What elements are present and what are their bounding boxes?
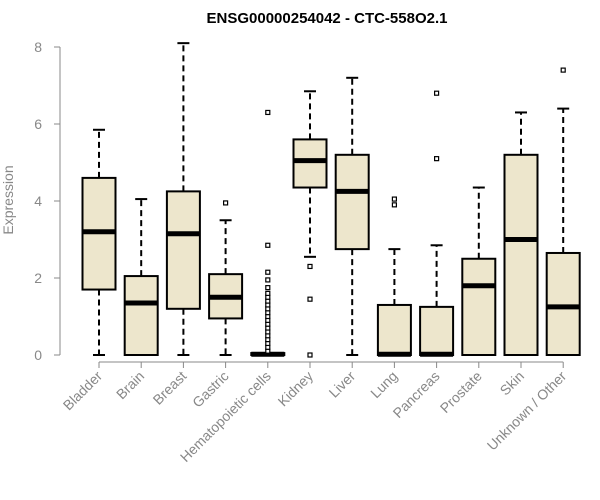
iqr-box [545, 251, 581, 357]
outlier-point [265, 269, 271, 275]
x-tick-label: Prostate [437, 368, 485, 416]
y-tick-label: 0 [34, 347, 42, 363]
y-tick-label: 4 [34, 193, 42, 209]
box-skin [503, 111, 539, 356]
outlier-point [265, 242, 271, 248]
outlier-point [307, 296, 313, 302]
x-tick-label: Unknown / Other [484, 368, 570, 454]
x-tick-label: Kidney [275, 368, 317, 410]
box-kidney [292, 90, 328, 358]
iqr-box [123, 275, 159, 357]
outlier-point [560, 67, 566, 73]
y-axis: 0 2 4 6 8 [34, 39, 61, 363]
iqr-box [419, 305, 455, 356]
y-tick-label: 2 [34, 270, 42, 286]
box-hematopoietic-cells [250, 109, 286, 357]
iqr-box [503, 153, 539, 356]
x-tick-label: Pancreas [390, 368, 443, 421]
outlier-point [434, 90, 440, 96]
x-tick-label: Liver [326, 368, 359, 401]
x-tick-label: Breast [150, 368, 190, 408]
boxes-group [81, 42, 581, 358]
box-unknown-other [545, 67, 581, 357]
outlier-point [265, 290, 271, 296]
box-pancreas [419, 90, 455, 357]
x-tick-label: Bladder [60, 368, 106, 414]
iqr-box [292, 138, 328, 189]
iqr-box [461, 257, 497, 356]
outlier-point [265, 285, 271, 291]
y-tick-label: 8 [34, 39, 42, 55]
x-tick-label: Skin [497, 368, 528, 399]
outlier-point [391, 196, 397, 202]
chart-title: ENSG00000254042 - CTC-558O2.1 [207, 10, 448, 27]
box-breast [165, 42, 201, 356]
iqr-box [165, 190, 201, 310]
outlier-point [265, 109, 271, 116]
box-bladder [81, 128, 117, 356]
outlier-point [307, 263, 313, 270]
x-tick-label: Brain [113, 368, 147, 402]
box-lung [376, 196, 412, 357]
iqr-box [334, 153, 370, 251]
y-tick-label: 6 [34, 116, 42, 132]
x-tick-label: Lung [367, 368, 400, 401]
outlier-point [307, 352, 313, 358]
iqr-box [376, 303, 412, 357]
box-prostate [461, 186, 497, 356]
y-axis-label: Expression [0, 165, 16, 234]
box-brain [123, 198, 159, 357]
box-liver [334, 76, 370, 356]
box-gastric [208, 200, 244, 356]
outlier-point [434, 156, 440, 162]
outlier-point [265, 277, 271, 283]
outlier-point [391, 202, 397, 208]
outlier-point [223, 200, 229, 206]
